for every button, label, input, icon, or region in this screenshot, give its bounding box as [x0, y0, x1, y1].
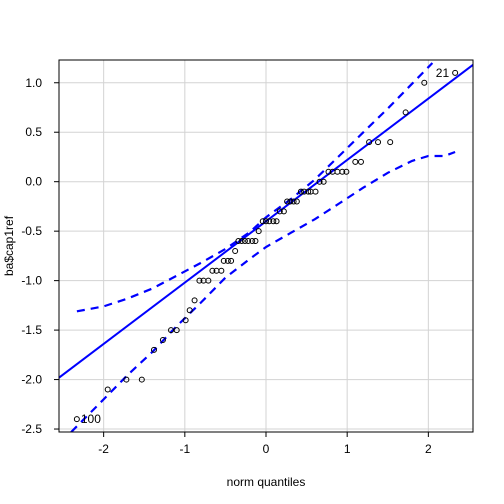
data-points	[73, 69, 459, 423]
data-point	[232, 247, 239, 254]
data-point	[287, 198, 294, 205]
data-point	[352, 158, 359, 165]
data-point	[220, 257, 227, 264]
data-point	[305, 188, 312, 195]
y-tick-label: 0.0	[25, 175, 42, 189]
data-point	[325, 168, 332, 175]
x-tick-label: -1	[179, 442, 190, 456]
data-point	[270, 218, 277, 225]
confidence-envelope	[70, 62, 456, 432]
data-point	[263, 218, 269, 225]
grid-lines	[59, 60, 473, 432]
x-tick-label: -2	[98, 442, 109, 456]
y-axis-title: ba$cap1ref	[2, 215, 16, 276]
y-tick-label: -1.5	[21, 323, 42, 337]
data-point	[366, 139, 373, 146]
data-point	[452, 69, 459, 76]
point-labels: 100 21	[81, 66, 450, 426]
data-point	[293, 198, 300, 205]
data-point	[357, 158, 364, 165]
data-point	[73, 416, 80, 423]
data-point	[334, 168, 341, 175]
lower-envelope	[70, 150, 456, 432]
y-tick-label: 1.0	[25, 76, 42, 90]
data-point	[320, 178, 327, 185]
data-point	[290, 198, 297, 205]
y-tick-label: -2.0	[21, 373, 42, 387]
data-point	[273, 218, 280, 225]
point-label: 21	[436, 66, 450, 80]
data-point	[343, 168, 350, 175]
data-point	[297, 188, 304, 195]
data-point	[312, 188, 319, 195]
x-axis-title: norm quantiles	[227, 475, 306, 489]
data-point	[259, 218, 266, 225]
data-point	[138, 376, 145, 383]
data-point	[276, 208, 283, 215]
data-point	[301, 188, 308, 195]
x-axis: -2 -1 0 1 2	[98, 432, 432, 456]
y-tick-label: -2.5	[21, 422, 42, 436]
data-point	[182, 317, 189, 324]
data-point	[249, 238, 256, 245]
data-point	[186, 307, 193, 314]
data-point	[252, 238, 259, 245]
data-point	[228, 257, 235, 264]
data-point	[284, 198, 291, 205]
data-point	[339, 168, 346, 175]
data-point	[421, 79, 428, 86]
data-point	[104, 386, 111, 393]
data-point	[209, 267, 216, 274]
data-point	[402, 109, 409, 116]
y-tick-label: -0.5	[21, 224, 42, 238]
upper-envelope	[76, 62, 434, 313]
data-point	[205, 277, 212, 284]
data-point	[159, 336, 166, 343]
data-point	[245, 238, 252, 245]
data-point	[238, 238, 245, 245]
point-label: 100	[81, 412, 101, 426]
y-tick-label: -1.0	[21, 274, 42, 288]
data-point	[173, 327, 180, 334]
data-point	[191, 297, 198, 304]
data-point	[235, 238, 242, 245]
data-point	[123, 376, 130, 383]
y-tick-label: 0.5	[25, 125, 42, 139]
data-point	[255, 228, 262, 235]
data-point	[150, 346, 157, 353]
reference-line	[59, 64, 473, 379]
data-point	[375, 139, 382, 146]
y-axis: -2.5 -2.0 -1.5 -1.0 -0.5 0.0 0.5 1.0	[21, 76, 59, 436]
data-point	[266, 218, 273, 225]
data-point	[316, 178, 323, 185]
reference-line-segment	[59, 64, 473, 379]
x-tick-label: 1	[344, 442, 351, 456]
x-tick-label: 2	[425, 442, 432, 456]
data-point	[224, 257, 231, 264]
data-point	[241, 238, 248, 245]
data-point	[168, 327, 175, 334]
data-point	[196, 277, 203, 284]
x-tick-label: 0	[263, 442, 270, 456]
data-point	[387, 139, 394, 146]
data-point	[280, 208, 287, 215]
data-point	[218, 267, 225, 274]
